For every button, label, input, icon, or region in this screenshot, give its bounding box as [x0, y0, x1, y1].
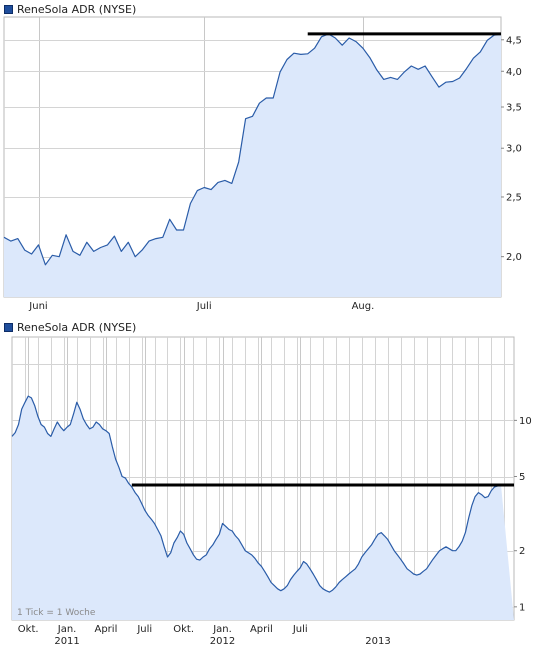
y-tick-label: 1	[519, 602, 525, 613]
price-line	[11, 395, 502, 593]
x-tick-label: Okt.	[173, 624, 194, 635]
y-tick-label: 5	[519, 472, 525, 483]
price-area	[12, 396, 514, 620]
y-tick-label: 2,5	[506, 192, 522, 203]
legend-label: ReneSola ADR (NYSE)	[17, 320, 137, 334]
legend-swatch	[4, 4, 13, 14]
y-tick-label: 4,5	[506, 35, 522, 46]
stock-chart-3-years: 1 2 5 10 Okt. Jan. April Juli Okt. Jan. April Juli 2…	[11, 336, 532, 647]
chart-panel-3-years: ReneSola ADR (NYSE) 1 2 5 10 Okt. Jan. April Ju…	[0, 318, 537, 661]
x-year-label: 2012	[210, 636, 235, 647]
y-tick-label: 3,0	[506, 144, 522, 155]
x-tick-label: Juli	[196, 301, 212, 312]
y-tick-label: 2	[519, 546, 525, 557]
x-year-label: 2013	[365, 636, 390, 647]
legend-label: ReneSola ADR (NYSE)	[17, 2, 137, 16]
y-tick-label: 2,0	[506, 252, 522, 263]
x-year-label: 2011	[54, 636, 79, 647]
x-tick-label: April	[250, 624, 273, 635]
chart-legend: ReneSola ADR (NYSE)	[4, 320, 136, 334]
x-tick-label: Juni	[28, 301, 47, 312]
chart-legend: ReneSola ADR (NYSE)	[4, 2, 136, 16]
y-tick-label: 10	[519, 416, 532, 427]
legend-swatch	[4, 322, 13, 332]
chart-annotation: 1 Tick = 1 Woche	[17, 608, 96, 618]
x-tick-label: Aug.	[352, 301, 375, 312]
price-area	[4, 33, 501, 298]
stock-chart-3-months: 2,0 2,5 3,0 3,5 4,0 4,5 Juni Juli Aug.	[3, 16, 522, 312]
x-tick-label: Juli	[292, 624, 308, 635]
y-tick-label: 4,0	[506, 67, 522, 78]
x-tick-label: April	[94, 624, 117, 635]
x-tick-label: Okt.	[18, 624, 39, 635]
x-tick-label: Jan.	[57, 624, 77, 635]
price-line	[3, 33, 502, 266]
chart-panel-3-months: ReneSola ADR (NYSE) 2,0 2,5 3,0 3,5 4,0 4,5 Ju…	[0, 0, 537, 318]
x-tick-label: Jan.	[212, 624, 232, 635]
x-tick-label: Juli	[136, 624, 152, 635]
y-tick-label: 3,5	[506, 102, 522, 113]
